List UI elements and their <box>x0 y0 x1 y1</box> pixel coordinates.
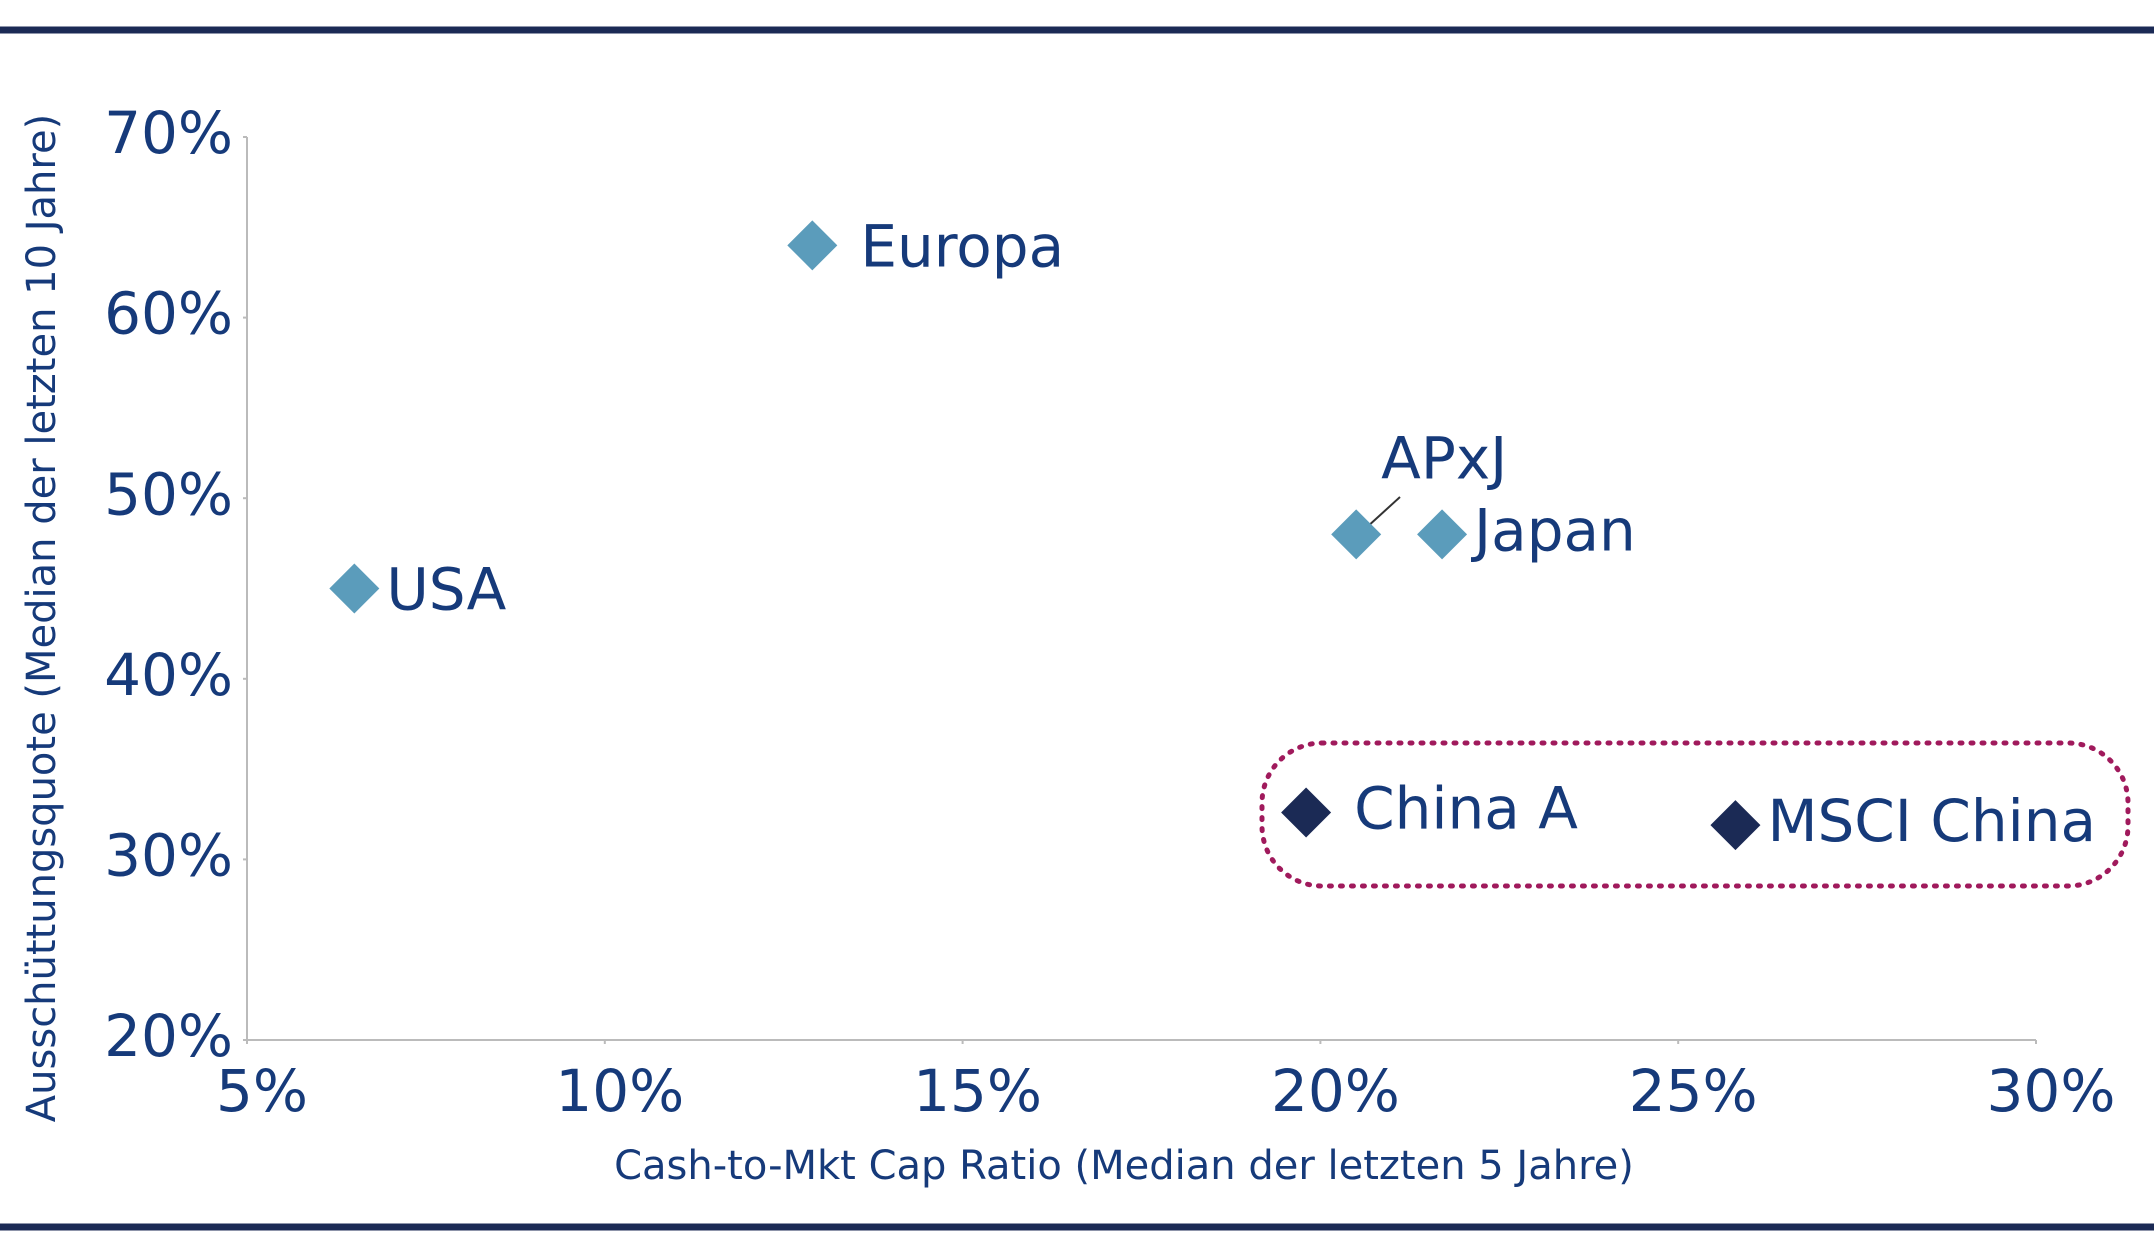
point-label: China A <box>1354 775 1578 843</box>
x-tick-label: 30% <box>1987 1057 2116 1125</box>
x-tick-label: 5% <box>216 1057 308 1125</box>
point-label: APxJ <box>1381 424 1507 492</box>
x-tick-label: 10% <box>555 1057 684 1125</box>
y-tick-label: 50% <box>104 460 233 528</box>
y-tick-label: 60% <box>104 280 233 348</box>
x-tick-label: 20% <box>1271 1057 1400 1125</box>
y-tick-label: 30% <box>104 822 233 890</box>
point <box>1281 787 1332 838</box>
y-tick-label: 70% <box>104 99 233 167</box>
point-label: Europa <box>860 212 1064 280</box>
point <box>1331 509 1382 560</box>
highlight-box <box>1259 740 2131 889</box>
y-axis-title: Ausschüttungsquote (Median der letzten 1… <box>19 114 65 1122</box>
point <box>329 563 380 614</box>
x-tick-label: 15% <box>913 1057 1042 1125</box>
point <box>1417 509 1468 560</box>
point-label: USA <box>386 556 506 624</box>
x-tick-label: 25% <box>1629 1057 1758 1125</box>
point <box>1710 800 1761 851</box>
point-label: Japan <box>1471 496 1636 564</box>
x-axis-title: Cash-to-Mkt Cap Ratio (Median der letzte… <box>614 1143 1634 1189</box>
y-tick-label: 20% <box>104 1002 233 1070</box>
point <box>787 220 838 271</box>
y-tick-label: 40% <box>104 641 233 709</box>
point-label: MSCI China <box>1767 787 2096 855</box>
